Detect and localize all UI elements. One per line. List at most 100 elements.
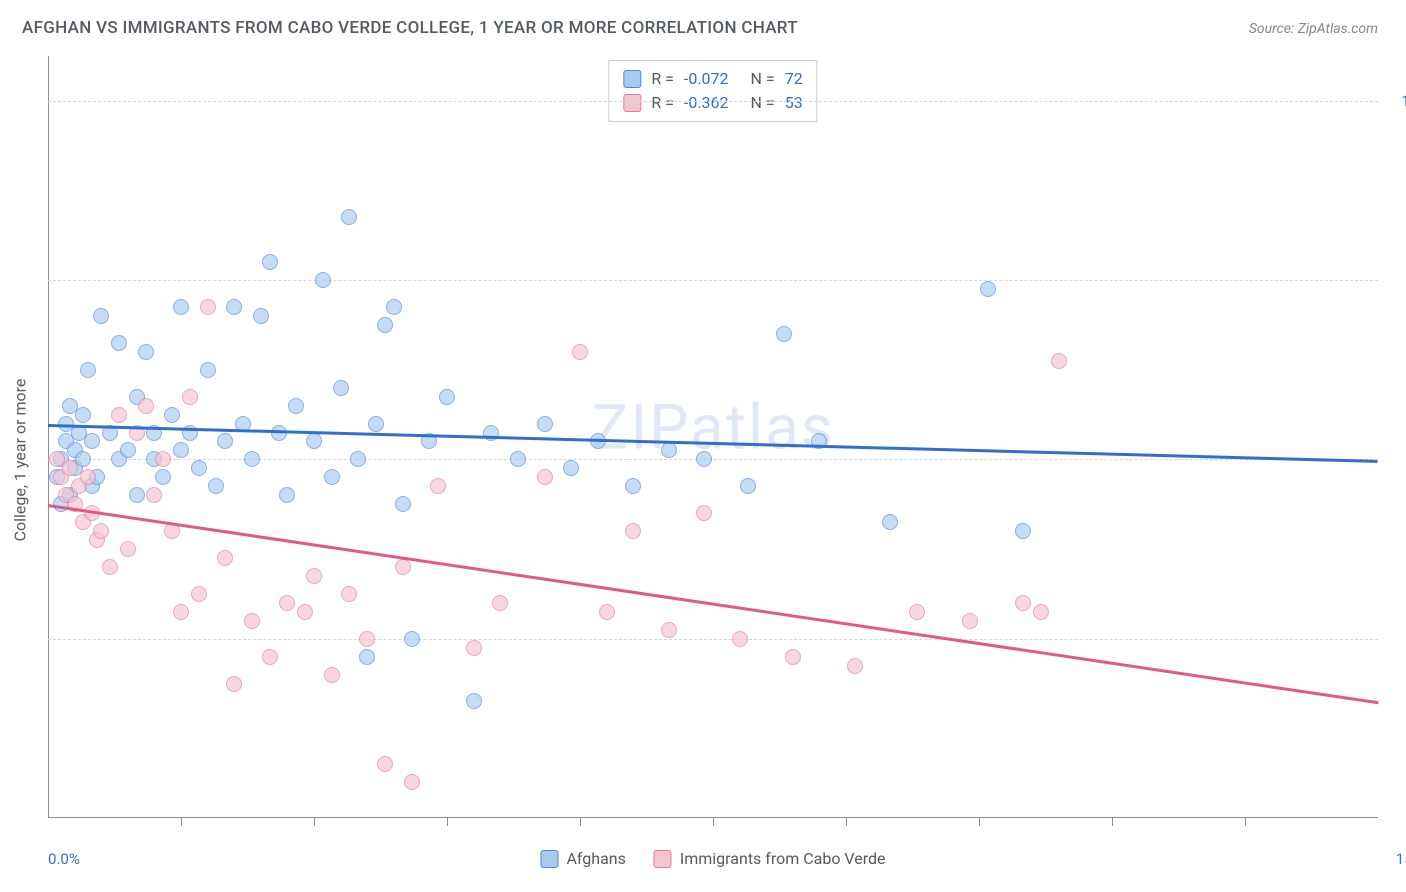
x-tick	[979, 818, 980, 826]
x-tick	[314, 818, 315, 826]
stat-n-value: 72	[785, 67, 803, 91]
scatter-point	[217, 550, 233, 566]
stat-r-label: R =	[651, 91, 674, 115]
trend-line	[48, 504, 1378, 704]
stat-r-value: -0.362	[684, 91, 729, 115]
scatter-point	[217, 433, 233, 449]
scatter-point	[288, 398, 304, 414]
scatter-point	[208, 478, 224, 494]
scatter-point	[62, 460, 78, 476]
scatter-point	[740, 478, 756, 494]
scatter-point	[661, 442, 677, 458]
scatter-point	[244, 451, 260, 467]
scatter-point	[324, 469, 340, 485]
scatter-point	[1015, 523, 1031, 539]
scatter-point	[262, 649, 278, 665]
scatter-point	[696, 451, 712, 467]
scatter-point	[377, 317, 393, 333]
scatter-point	[155, 469, 171, 485]
scatter-point	[138, 398, 154, 414]
stat-n-label: N =	[751, 91, 775, 115]
source-attribution: Source: ZipAtlas.com	[1249, 21, 1378, 37]
scatter-point	[430, 478, 446, 494]
scatter-point	[200, 299, 216, 315]
scatter-point	[173, 299, 189, 315]
stat-r-label: R =	[651, 67, 674, 91]
scatter-point	[1051, 353, 1067, 369]
scatter-point	[84, 433, 100, 449]
scatter-point	[155, 451, 171, 467]
scatter-point	[980, 281, 996, 297]
scatter-point	[80, 469, 96, 485]
scatter-point	[75, 407, 91, 423]
stat-n-label: N =	[751, 67, 775, 91]
scatter-point	[625, 523, 641, 539]
scatter-point	[138, 344, 154, 360]
scatter-point	[962, 613, 978, 629]
x-tick-label: 0.0%	[48, 850, 80, 868]
x-tick	[846, 818, 847, 826]
scatter-point	[200, 362, 216, 378]
correlation-stats-box: R = -0.072N = 72R = -0.362N = 53	[608, 60, 817, 122]
series-swatch	[623, 94, 641, 112]
scatter-point	[306, 433, 322, 449]
y-axis-line	[48, 56, 49, 818]
scatter-point	[882, 514, 898, 530]
chart-legend: Afghans Immigrants from Cabo Verde	[540, 849, 885, 868]
scatter-point	[776, 326, 792, 342]
scatter-point	[785, 649, 801, 665]
legend-item: Immigrants from Cabo Verde	[654, 849, 886, 868]
scatter-point	[226, 676, 242, 692]
legend-swatch	[540, 850, 558, 868]
scatter-point	[510, 451, 526, 467]
scatter-point	[395, 496, 411, 512]
chart-title: AFGHAN VS IMMIGRANTS FROM CABO VERDE COL…	[22, 18, 798, 38]
scatter-point	[80, 362, 96, 378]
scatter-point	[315, 272, 331, 288]
scatter-point	[333, 380, 349, 396]
scatter-point	[732, 631, 748, 647]
stat-n-value: 53	[785, 91, 803, 115]
scatter-point	[466, 693, 482, 709]
scatter-point	[173, 604, 189, 620]
scatter-point	[226, 299, 242, 315]
x-tick-label: 15.0%	[1396, 850, 1406, 868]
gridline	[48, 639, 1378, 640]
gridline	[48, 280, 1378, 281]
scatter-point	[404, 631, 420, 647]
scatter-point	[146, 487, 162, 503]
x-tick	[713, 818, 714, 826]
scatter-point	[279, 595, 295, 611]
x-tick	[181, 818, 182, 826]
scatter-point	[111, 407, 127, 423]
y-axis-label: College, 1 year or more	[11, 379, 30, 542]
scatter-point	[599, 604, 615, 620]
scatter-point	[439, 389, 455, 405]
legend-item: Afghans	[540, 849, 625, 868]
scatter-point	[1033, 604, 1049, 620]
scatter-point	[625, 478, 641, 494]
scatter-point	[191, 460, 207, 476]
chart-area: College, 1 year or more ZIPatlas R = -0.…	[48, 56, 1378, 864]
scatter-point	[306, 568, 322, 584]
plot-region: ZIPatlas R = -0.072N = 72R = -0.362N = 5…	[48, 56, 1378, 864]
scatter-point	[191, 586, 207, 602]
scatter-point	[404, 774, 420, 790]
scatter-point	[377, 756, 393, 772]
scatter-point	[492, 595, 508, 611]
x-tick	[1245, 818, 1246, 826]
scatter-point	[324, 667, 340, 683]
scatter-point	[102, 559, 118, 575]
scatter-point	[120, 541, 136, 557]
scatter-point	[563, 460, 579, 476]
scatter-point	[164, 407, 180, 423]
scatter-point	[350, 451, 366, 467]
scatter-point	[262, 254, 278, 270]
scatter-point	[359, 631, 375, 647]
x-tick	[447, 818, 448, 826]
legend-label: Immigrants from Cabo Verde	[680, 849, 886, 868]
series-swatch	[623, 70, 641, 88]
stats-row: R = -0.362 N = 53	[623, 91, 802, 115]
y-tick-label: 100.0%	[1401, 92, 1406, 110]
x-tick	[580, 818, 581, 826]
